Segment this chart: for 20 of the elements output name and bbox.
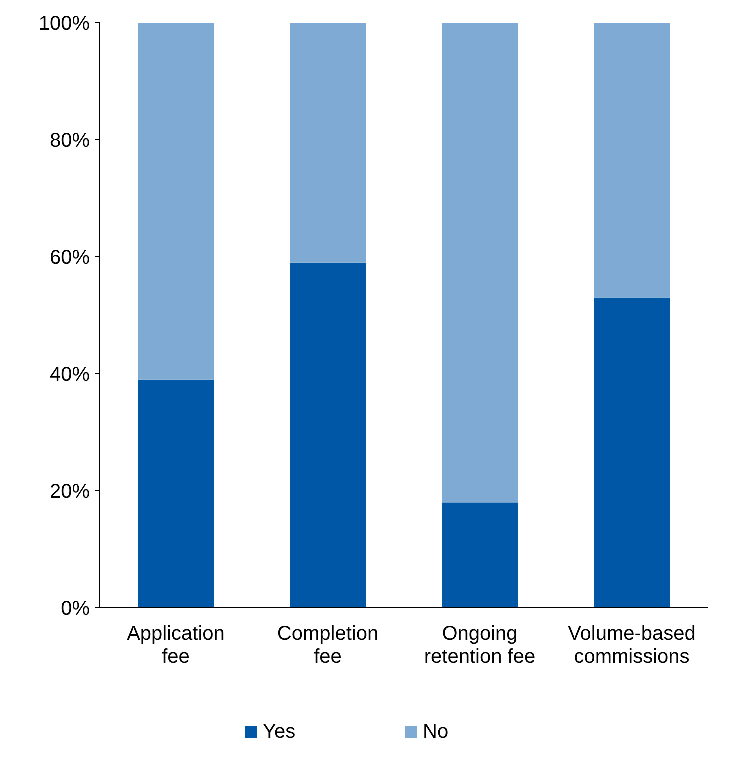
y-tick-label: 80% — [50, 130, 90, 152]
bar — [442, 23, 518, 503]
y-tick-label: 20% — [50, 481, 90, 503]
legend-label: Yes — [263, 721, 296, 743]
bar — [594, 298, 670, 608]
bar — [442, 502, 518, 608]
y-tick-label: 100% — [38, 13, 90, 35]
y-tick-label: 0% — [61, 598, 90, 620]
x-tick-label: Completion fee — [277, 623, 379, 668]
y-tick-label: 60% — [50, 247, 90, 269]
y-tick-label: 40% — [50, 364, 90, 386]
bar — [138, 23, 214, 380]
x-tick-label: Volume-based commissions — [568, 623, 696, 668]
bar — [290, 23, 366, 263]
bar — [594, 23, 670, 298]
bar — [290, 262, 366, 608]
legend-label: No — [423, 721, 449, 743]
bar — [138, 380, 214, 608]
x-tick-label: Application fee — [127, 623, 225, 668]
x-tick-label: Ongoing retention fee — [424, 623, 536, 668]
